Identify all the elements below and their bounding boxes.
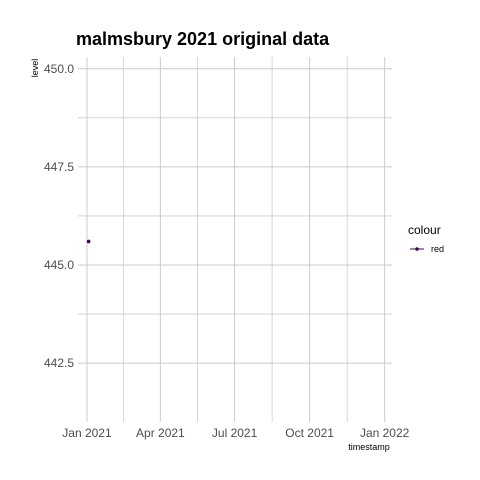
x-axis-ticks: Jan 2021 Apr 2021 Jul 2021 Oct 2021 Jan 2022 [62, 426, 409, 440]
data-point [86, 239, 91, 244]
legend-label: red [431, 244, 444, 254]
chart-title: malmsbury 2021 original data [76, 29, 330, 49]
x-axis-label: timestamp [348, 442, 390, 452]
legend-items: red [410, 244, 444, 254]
y-tick-label: 442.5 [44, 356, 74, 370]
y-tick-label: 445.0 [44, 258, 74, 272]
x-tick-label: Jan 2022 [360, 426, 410, 440]
x-tick-label: Jul 2021 [212, 426, 258, 440]
legend-key-point [415, 247, 419, 251]
x-tick-label: Apr 2021 [136, 426, 185, 440]
plot-grid [78, 57, 392, 422]
y-axis-ticks: 442.5 445.0 447.5 450.0 [44, 62, 74, 370]
y-tick-label: 447.5 [44, 160, 74, 174]
plot-marks [86, 239, 91, 244]
x-tick-label: Oct 2021 [285, 426, 334, 440]
y-tick-label: 450.0 [44, 62, 74, 76]
x-tick-label: Jan 2021 [62, 426, 112, 440]
legend: colour red [408, 223, 444, 254]
legend-title: colour [408, 223, 441, 237]
y-axis-label: level [30, 59, 40, 78]
